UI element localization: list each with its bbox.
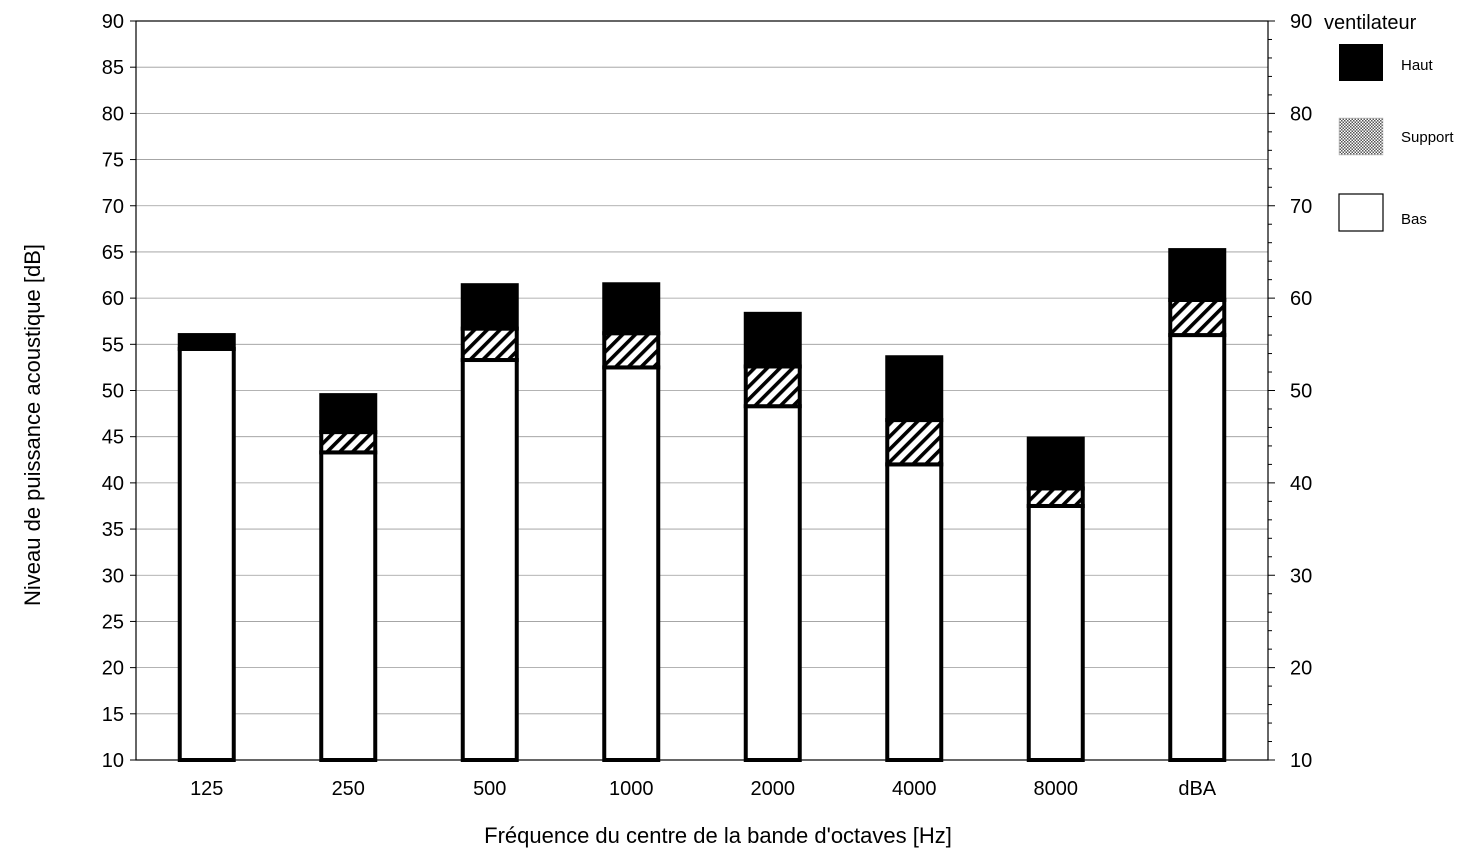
bar-haut-2000 <box>743 311 802 369</box>
x-tick-label-8000: 8000 <box>1034 778 1079 800</box>
bar-support-500 <box>460 326 519 363</box>
right-tick-label-80: 80 <box>1290 103 1312 125</box>
bar-haut-125 <box>177 333 236 351</box>
left-tick-label-45: 45 <box>102 427 124 449</box>
right-tick-label-60: 60 <box>1290 288 1312 310</box>
bar-haut-500 <box>460 283 519 331</box>
legend-swatch-support <box>1338 117 1384 156</box>
bar-bas-4000 <box>885 462 944 762</box>
left-tick-label-80: 80 <box>102 103 124 125</box>
bar-bas-8000 <box>1026 503 1085 762</box>
bar-bas-2000 <box>743 404 802 762</box>
right-tick-label-50: 50 <box>1290 381 1312 403</box>
bar-haut-4000 <box>885 355 944 423</box>
x-tick-label-dBA: dBA <box>1178 778 1216 800</box>
x-tick-label-125: 125 <box>190 778 223 800</box>
legend-label-support: Support <box>1401 129 1454 146</box>
x-tick-label-250: 250 <box>332 778 365 800</box>
legend-swatch-haut <box>1339 44 1383 81</box>
left-tick-label-70: 70 <box>102 196 124 218</box>
left-tick-label-65: 65 <box>102 242 124 264</box>
left-tick-label-60: 60 <box>102 288 124 310</box>
left-tick-label-10: 10 <box>102 750 124 772</box>
legend-label-bas: Bas <box>1401 211 1427 228</box>
left-tick-label-15: 15 <box>102 704 124 726</box>
bar-haut-1000 <box>602 282 661 336</box>
bar-bas-1000 <box>602 365 661 762</box>
right-tick-label-70: 70 <box>1290 196 1312 218</box>
gridlines <box>136 20 1268 761</box>
left-tick-label-90: 90 <box>102 11 124 33</box>
left-tick-label-50: 50 <box>102 381 124 403</box>
x-tick-label-500: 500 <box>473 778 506 800</box>
x-tick-label-2000: 2000 <box>751 778 796 800</box>
bar-haut-8000 <box>1026 436 1085 491</box>
x-axis-title: Fréquence du centre de la bande d'octave… <box>484 823 952 848</box>
right-tick-label-10: 10 <box>1290 750 1312 772</box>
left-y-axis: 10 15 20 25 30 35 40 45 50 55 60 65 70 75 80 85 90 <box>102 11 136 772</box>
bar-support-250 <box>319 430 378 455</box>
x-tick-label-1000: 1000 <box>609 778 654 800</box>
right-tick-label-20: 20 <box>1290 658 1312 680</box>
legend-title: ventilateur <box>1324 12 1417 34</box>
x-tick-labels: 125 250 500 1000 2000 4000 8000 dBA <box>190 778 1217 800</box>
bar-support-1000 <box>602 331 661 370</box>
bar-bas-250 <box>319 450 378 762</box>
bar-bas-dBA <box>1168 333 1227 762</box>
left-tick-label-55: 55 <box>102 334 124 356</box>
left-tick-label-75: 75 <box>102 150 124 172</box>
bar-haut-250 <box>319 393 378 435</box>
bar-support-8000 <box>1026 486 1085 508</box>
right-y-axis: 10 20 30 40 50 60 70 80 90 <box>1268 11 1312 772</box>
right-tick-label-30: 30 <box>1290 565 1312 587</box>
bar-bas-125 <box>177 346 236 762</box>
left-tick-label-35: 35 <box>102 519 124 541</box>
legend: ventilateur Haut Support Bas <box>1324 12 1454 232</box>
bars <box>177 248 1227 762</box>
bar-haut-dBA <box>1168 248 1227 302</box>
y-axis-title: Niveau de puissance acoustique [dB] <box>20 244 45 606</box>
bar-support-4000 <box>885 418 944 467</box>
left-tick-label-20: 20 <box>102 658 124 680</box>
left-tick-label-85: 85 <box>102 57 124 79</box>
x-tick-label-4000: 4000 <box>892 778 937 800</box>
bar-support-dBA <box>1168 297 1227 338</box>
bar-bas-500 <box>460 358 519 762</box>
right-tick-label-90: 90 <box>1290 11 1312 33</box>
left-tick-label-30: 30 <box>102 565 124 587</box>
left-tick-label-40: 40 <box>102 473 124 495</box>
left-tick-label-25: 25 <box>102 611 124 633</box>
right-tick-label-40: 40 <box>1290 473 1312 495</box>
legend-swatch-bas <box>1338 193 1384 232</box>
legend-label-haut: Haut <box>1401 57 1434 74</box>
bar-support-2000 <box>743 364 802 409</box>
